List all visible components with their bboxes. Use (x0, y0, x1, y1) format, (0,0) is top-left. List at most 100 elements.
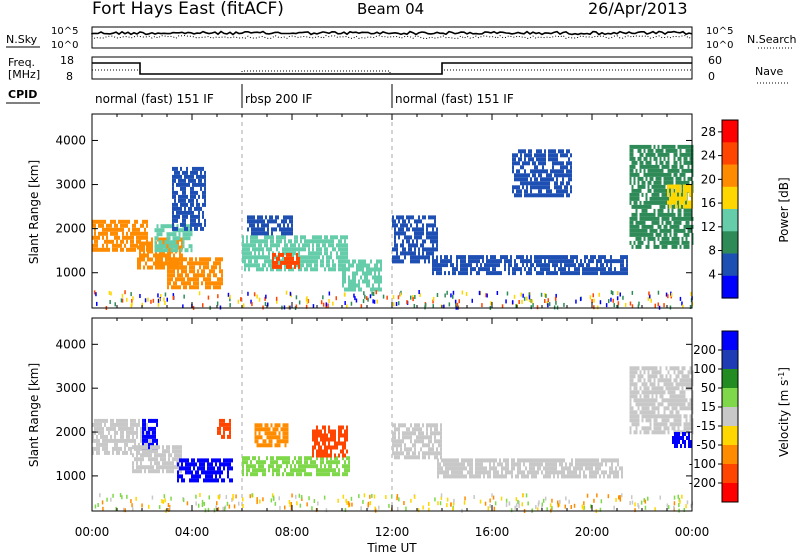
noise-tick-left-top: 10^5 (51, 26, 78, 37)
colorbar-swatch (722, 253, 738, 277)
echo-region (392, 423, 442, 460)
colorbar-swatch (722, 350, 738, 370)
colorbar-swatch (722, 426, 738, 446)
echo-region (247, 215, 293, 236)
echo-region (167, 257, 223, 290)
y-tick-label: 4000 (55, 337, 86, 351)
nave-tick-top: 60 (708, 54, 722, 67)
power-panel: Slant Range [km] 1000 2000 3000 4000 (27, 113, 694, 310)
echo-region (172, 166, 206, 231)
nsky-label: N.Sky (6, 33, 38, 46)
echo-region (432, 255, 628, 276)
cpid-segment-label: normal (fast) 151 IF (95, 92, 214, 106)
echo-region (629, 366, 694, 435)
noise-tick-right-top: 10^5 (706, 26, 733, 37)
velocity-panel: Slant Range [km] 1000 2000 3000 4000 (27, 317, 694, 513)
nave-label: Nave (755, 65, 783, 78)
echo-region (177, 458, 233, 483)
freq-nave-panel: Freq. [MHz] 18 8 60 0 Nave (8, 54, 790, 84)
plot-title: Fort Hays East (fitACF) (92, 0, 284, 19)
colorbar-swatch (722, 186, 738, 210)
freq-tick-bottom: 8 (66, 70, 73, 83)
colorbar-swatch (722, 445, 738, 465)
colorbar-swatch (722, 142, 738, 166)
colorbar-tick-label: 100 (693, 362, 716, 376)
colorbar-swatch (722, 275, 738, 299)
colorbar-tick-label: -100 (689, 457, 716, 471)
y-tick-label: 1000 (55, 266, 86, 280)
colorbar-frame (721, 119, 739, 299)
x-axis: Time UT 00:00 04:00 08:00 12:00 16:00 20:00 00… (75, 525, 710, 554)
colorbar-swatch (722, 164, 738, 188)
colorbar-tick-label: -50 (696, 438, 716, 452)
freq-tick-top: 18 (60, 54, 74, 67)
power-colorbar: Power [dB] 4 8 12 16 20 24 28 (701, 119, 791, 299)
near-range-speckle (93, 290, 694, 310)
colorbar-swatch (722, 231, 738, 255)
colorbar-swatch (722, 209, 738, 232)
echo-region (667, 184, 693, 209)
freq-label-line1: Freq. (8, 56, 35, 69)
echo-region (672, 432, 692, 448)
colorbar-tick-label: -15 (696, 419, 716, 433)
y-tick-label: 2000 (55, 222, 86, 236)
near-range-speckle (94, 493, 693, 513)
colorbar-tick-label: 200 (693, 343, 716, 357)
colorbar-swatch (722, 464, 738, 484)
colorbar-swatch (722, 120, 738, 143)
colorbar-swatch (722, 388, 738, 408)
colorbar-tick-label: 28 (701, 125, 716, 139)
velocity-colorbar-label: Velocity [m s-1] (777, 367, 791, 457)
power-ylabel: Slant Range [km] (27, 160, 41, 264)
power-colorbar-label: Power [dB] (777, 177, 791, 242)
x-tick-label: 04:00 (175, 525, 210, 539)
colorbar-swatch (722, 483, 738, 503)
colorbar-tick-label: 4 (708, 267, 716, 281)
x-tick-label: 08:00 (275, 525, 310, 539)
date-label: 26/Apr/2013 (588, 0, 688, 18)
colorbar-tick-label: 20 (701, 172, 716, 186)
nsearch-label: N.Search (747, 33, 797, 46)
noise-panel-frame (91, 26, 693, 49)
noise-panel: N.Sky 10^5 10^0 10^5 10^0 N.Search (6, 26, 797, 51)
colorbar-tick-label: 8 (708, 244, 716, 258)
echo-region (254, 423, 289, 448)
echo-region (312, 425, 348, 458)
colorbar-swatch (722, 407, 738, 427)
x-tick-label: 20:00 (575, 525, 610, 539)
freq-trace (92, 62, 692, 75)
x-tick-label: 16:00 (475, 525, 510, 539)
echo-region (392, 215, 438, 264)
colorbar-tick-label: 24 (701, 149, 716, 163)
colorbar-frame (721, 330, 739, 503)
noise-sky-trace (91, 30, 693, 36)
y-tick-label: 3000 (55, 178, 86, 192)
nave-tick-bottom: 0 (708, 70, 715, 83)
x-tick-label: 00:00 (75, 525, 110, 539)
x-axis-label: Time UT (366, 541, 417, 554)
colorbar-swatch (722, 369, 738, 389)
y-tick-label: 4000 (55, 133, 86, 147)
y-tick-label: 1000 (55, 469, 86, 483)
echo-region (512, 149, 572, 198)
colorbar-tick-label: 15 (701, 400, 716, 414)
colorbar-tick-label: -200 (689, 476, 716, 490)
nave-trace (92, 69, 692, 75)
noise-tick-left-bottom: 10^0 (51, 40, 78, 51)
cpid-segment-label: rbsp 200 IF (245, 92, 312, 106)
noise-tick-right-bottom: 10^0 (706, 40, 733, 51)
colorbar-tick-label: 50 (701, 381, 716, 395)
y-tick-label: 3000 (55, 381, 86, 395)
freq-panel-frame (91, 56, 693, 80)
echo-region (242, 456, 350, 477)
noise-search-trace (91, 34, 693, 40)
cpid-row: CPID normal (fast) 151 IF rbsp 200 IF norm… (6, 84, 514, 108)
beam-label: Beam 04 (357, 0, 424, 18)
echo-region (437, 458, 623, 479)
echo-region (242, 235, 348, 272)
colorbar-tick-label: 12 (701, 220, 716, 234)
x-tick-label: 00:00 (675, 525, 710, 539)
x-tick-label: 12:00 (375, 525, 410, 539)
colorbar-swatch (722, 331, 738, 351)
velocity-colorbar: Velocity [m s-1] 200 100 50 15 -15 -50 -100 -20… (689, 330, 791, 503)
